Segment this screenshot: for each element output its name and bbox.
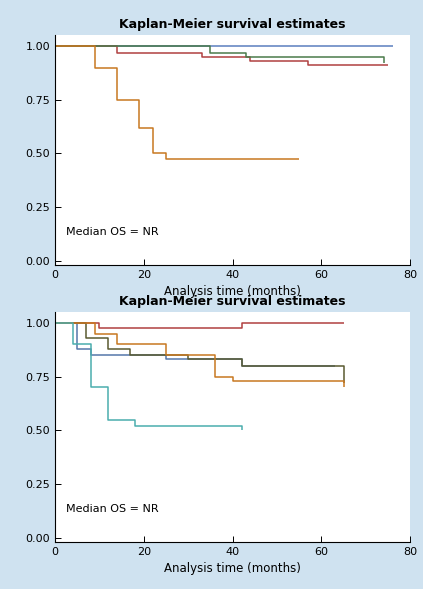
- Stage = 2: [128, 352, 133, 359]
- Stage = 4: [137, 96, 142, 103]
- Stage = 3: [212, 352, 217, 359]
- Text: Median OS = NR: Median OS = NR: [66, 504, 158, 514]
- Stage = 0: [74, 319, 80, 326]
- Stage = 1: [52, 319, 58, 326]
- Stage = 3: [230, 373, 235, 380]
- Stage = 3: [381, 59, 386, 67]
- Stage = 3: [115, 341, 120, 348]
- Line: Stage = 0: Stage = 0: [55, 323, 335, 366]
- Stage = 3: [163, 341, 168, 348]
- Stage = 0: [163, 356, 168, 363]
- Stage = 3: [341, 384, 346, 391]
- Stage = 1: [97, 325, 102, 332]
- Stage = 3: [92, 330, 97, 337]
- Title: Kaplan-Meier survival estimates: Kaplan-Meier survival estimates: [119, 18, 346, 31]
- Stage = 1: [239, 325, 244, 332]
- Stage = 2: [341, 379, 346, 386]
- Legend: Stage = 1, Stage = 2, Stage = 3, Stage = 4: Stage = 1, Stage = 2, Stage = 3, Stage =…: [148, 321, 318, 355]
- Line: Stage = 4: Stage = 4: [55, 323, 242, 430]
- Stage = 2: [199, 53, 204, 60]
- Line: Stage = 2: Stage = 2: [55, 323, 343, 383]
- Stage = 1: [97, 319, 102, 326]
- Title: Kaplan-Meier survival estimates: Kaplan-Meier survival estimates: [119, 295, 346, 308]
- Stage = 0: [332, 362, 337, 369]
- Stage = 2: [186, 352, 191, 359]
- Line: Stage = 4: Stage = 4: [55, 46, 299, 159]
- Stage = 4: [132, 422, 137, 429]
- Stage = 2: [115, 49, 120, 56]
- Stage = 4: [150, 124, 155, 131]
- Stage = 3: [163, 352, 168, 359]
- Stage = 4: [106, 416, 111, 423]
- Stage = 4: [137, 124, 142, 131]
- Stage = 4: [115, 96, 120, 103]
- Stage = 4: [52, 319, 58, 326]
- Stage = 4: [70, 341, 75, 348]
- Stage = 0: [332, 362, 337, 369]
- Stage = 2: [52, 42, 58, 49]
- Stage = 0: [239, 356, 244, 363]
- Stage = 3: [115, 330, 120, 337]
- Text: Median OS = NR: Median OS = NR: [66, 227, 158, 237]
- Stage = 4: [52, 42, 58, 49]
- Stage = 3: [230, 378, 235, 385]
- Stage = 4: [92, 42, 97, 49]
- Stage = 2: [248, 53, 253, 60]
- Stage = 2: [115, 42, 120, 49]
- Stage = 4: [88, 341, 93, 348]
- Stage = 0: [239, 362, 244, 369]
- Stage = 4: [115, 64, 120, 71]
- Stage = 2: [199, 49, 204, 56]
- Stage = 0: [74, 345, 80, 352]
- Line: Stage = 2: Stage = 2: [55, 46, 388, 65]
- Stage = 2: [239, 362, 244, 369]
- Stage = 3: [208, 42, 213, 49]
- Stage = 2: [83, 319, 89, 326]
- Stage = 2: [341, 362, 346, 369]
- Stage = 0: [163, 352, 168, 359]
- Stage = 0: [88, 345, 93, 352]
- Stage = 4: [92, 64, 97, 71]
- Stage = 2: [128, 345, 133, 352]
- Stage = 3: [92, 319, 97, 326]
- Stage = 4: [239, 426, 244, 434]
- Stage = 1: [341, 319, 346, 326]
- Stage = 2: [385, 62, 390, 69]
- Stage = 4: [70, 319, 75, 326]
- X-axis label: Analysis time (months): Analysis time (months): [164, 562, 301, 575]
- Stage = 2: [248, 58, 253, 65]
- Stage = 3: [52, 319, 58, 326]
- Stage = 3: [52, 42, 58, 49]
- Stage = 4: [106, 384, 111, 391]
- Stage = 4: [297, 155, 302, 163]
- Stage = 4: [163, 155, 168, 163]
- Stage = 3: [243, 53, 248, 60]
- Stage = 2: [186, 356, 191, 363]
- Stage = 2: [52, 319, 58, 326]
- Stage = 2: [106, 345, 111, 352]
- Line: Stage = 1: Stage = 1: [55, 323, 343, 328]
- Stage = 4: [88, 384, 93, 391]
- Stage = 4: [132, 416, 137, 423]
- Stage = 3: [341, 378, 346, 385]
- Stage = 2: [305, 62, 310, 69]
- Stage = 0: [88, 352, 93, 359]
- Line: Stage = 3: Stage = 3: [55, 323, 343, 388]
- Stage = 3: [243, 49, 248, 56]
- Line: Stage = 3: Stage = 3: [55, 46, 384, 63]
- Stage = 4: [239, 422, 244, 429]
- X-axis label: Analysis time (months): Analysis time (months): [164, 286, 301, 299]
- Stage = 2: [239, 356, 244, 363]
- Stage = 2: [305, 58, 310, 65]
- Stage = 0: [52, 319, 58, 326]
- Stage = 3: [381, 53, 386, 60]
- Stage = 3: [208, 49, 213, 56]
- Stage = 3: [212, 373, 217, 380]
- Stage = 4: [163, 150, 168, 157]
- Stage = 1: [239, 319, 244, 326]
- Stage = 4: [150, 150, 155, 157]
- Stage = 2: [83, 335, 89, 342]
- Stage = 2: [106, 335, 111, 342]
